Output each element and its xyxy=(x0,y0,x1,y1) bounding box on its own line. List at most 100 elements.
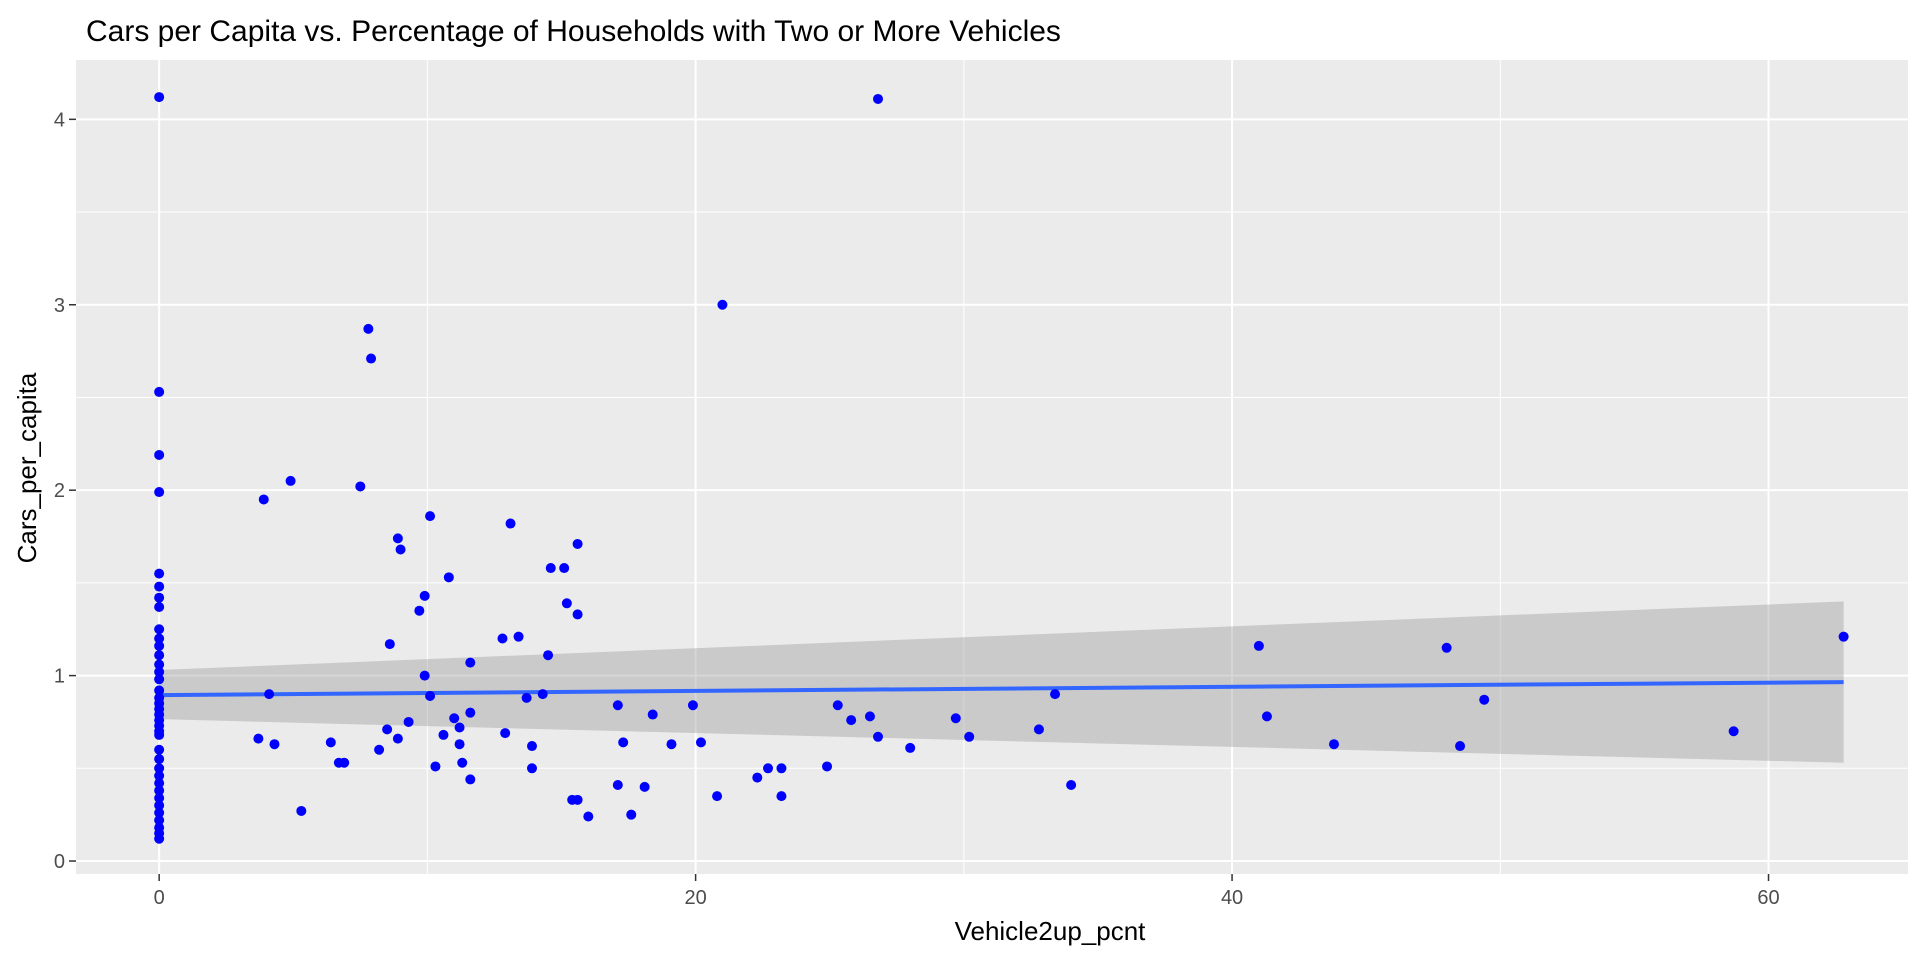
data-point xyxy=(355,481,366,492)
data-point xyxy=(154,792,165,803)
data-point xyxy=(905,742,916,753)
data-point xyxy=(500,728,511,739)
data-point xyxy=(443,572,454,583)
confidence-band-layer xyxy=(159,601,1844,763)
data-point xyxy=(363,323,374,334)
confidence-band xyxy=(159,601,1844,763)
data-point xyxy=(285,475,296,486)
data-points xyxy=(154,92,1849,844)
data-point xyxy=(374,744,385,755)
data-point xyxy=(154,785,165,796)
data-point xyxy=(154,624,165,635)
y-tick-label: 3 xyxy=(54,295,65,317)
data-point xyxy=(1479,694,1490,705)
data-point xyxy=(873,93,884,104)
x-axis-ticks: 0 20 40 60 xyxy=(154,874,1780,909)
data-point xyxy=(154,754,165,765)
data-point xyxy=(695,737,706,748)
data-point xyxy=(572,609,583,620)
data-point xyxy=(382,724,393,735)
x-axis-title: Vehicle2up_pcnt xyxy=(955,916,1147,946)
data-point xyxy=(154,763,165,774)
data-point xyxy=(612,700,623,711)
data-point xyxy=(465,657,476,668)
data-point xyxy=(612,779,623,790)
data-point xyxy=(425,690,436,701)
data-point xyxy=(258,494,269,505)
data-point xyxy=(513,631,524,642)
y-tick-label: 1 xyxy=(54,666,65,688)
panel-background xyxy=(76,60,1908,874)
data-point xyxy=(339,757,350,768)
data-point xyxy=(717,299,728,310)
data-point xyxy=(154,666,165,677)
data-point xyxy=(425,511,436,522)
data-point xyxy=(543,650,554,661)
data-point xyxy=(154,449,165,460)
data-point xyxy=(572,538,583,549)
data-point xyxy=(1050,689,1061,700)
data-point xyxy=(154,592,165,603)
data-point xyxy=(832,700,843,711)
data-point xyxy=(1328,739,1339,750)
x-tick-label: 0 xyxy=(154,887,165,909)
data-point xyxy=(392,533,403,544)
data-point xyxy=(1066,779,1077,790)
data-point xyxy=(154,386,165,397)
data-point xyxy=(454,722,465,733)
data-point xyxy=(465,707,476,718)
data-point xyxy=(846,715,857,726)
data-point xyxy=(561,598,572,609)
data-point xyxy=(384,639,395,650)
data-point xyxy=(430,761,441,772)
data-point xyxy=(964,731,975,742)
data-point xyxy=(1455,741,1466,752)
data-point xyxy=(154,674,165,685)
data-point xyxy=(154,601,165,612)
data-point xyxy=(559,563,570,574)
data-point xyxy=(537,689,548,700)
data-point xyxy=(414,605,425,616)
y-tick-label: 4 xyxy=(54,109,65,131)
data-point xyxy=(776,763,787,774)
data-point xyxy=(752,772,763,783)
x-tick-label: 20 xyxy=(684,887,706,909)
data-point xyxy=(583,811,594,822)
data-point xyxy=(822,761,833,772)
data-point xyxy=(154,659,165,670)
data-point xyxy=(1728,726,1739,737)
data-point xyxy=(776,791,787,802)
data-point xyxy=(465,774,476,785)
data-point xyxy=(1441,642,1452,653)
plot-panel xyxy=(76,60,1908,874)
data-point xyxy=(154,650,165,661)
y-axis-title: Cars_per_capita xyxy=(12,372,42,563)
data-point xyxy=(1261,711,1272,722)
data-point xyxy=(687,700,698,711)
data-point xyxy=(666,739,677,750)
data-point xyxy=(154,770,165,781)
data-point xyxy=(154,568,165,579)
data-point xyxy=(1253,640,1264,651)
data-point xyxy=(864,711,875,722)
data-point xyxy=(1838,631,1849,642)
data-point xyxy=(521,692,532,703)
data-point xyxy=(296,805,307,816)
data-point xyxy=(1033,724,1044,735)
x-tick-label: 60 xyxy=(1757,887,1779,909)
data-point xyxy=(419,590,430,601)
data-point xyxy=(154,581,165,592)
data-point xyxy=(438,729,449,740)
data-point xyxy=(154,685,165,696)
trend-line xyxy=(159,680,1844,698)
chart-title: Cars per Capita vs. Percentage of Househ… xyxy=(86,15,1061,48)
y-axis-ticks: 0 1 2 3 4 xyxy=(54,109,76,873)
data-point xyxy=(392,733,403,744)
y-tick-label: 0 xyxy=(54,851,65,873)
data-point xyxy=(572,794,583,805)
data-point xyxy=(403,716,414,727)
data-point xyxy=(154,640,165,651)
data-point xyxy=(545,563,556,574)
data-point xyxy=(366,353,377,364)
